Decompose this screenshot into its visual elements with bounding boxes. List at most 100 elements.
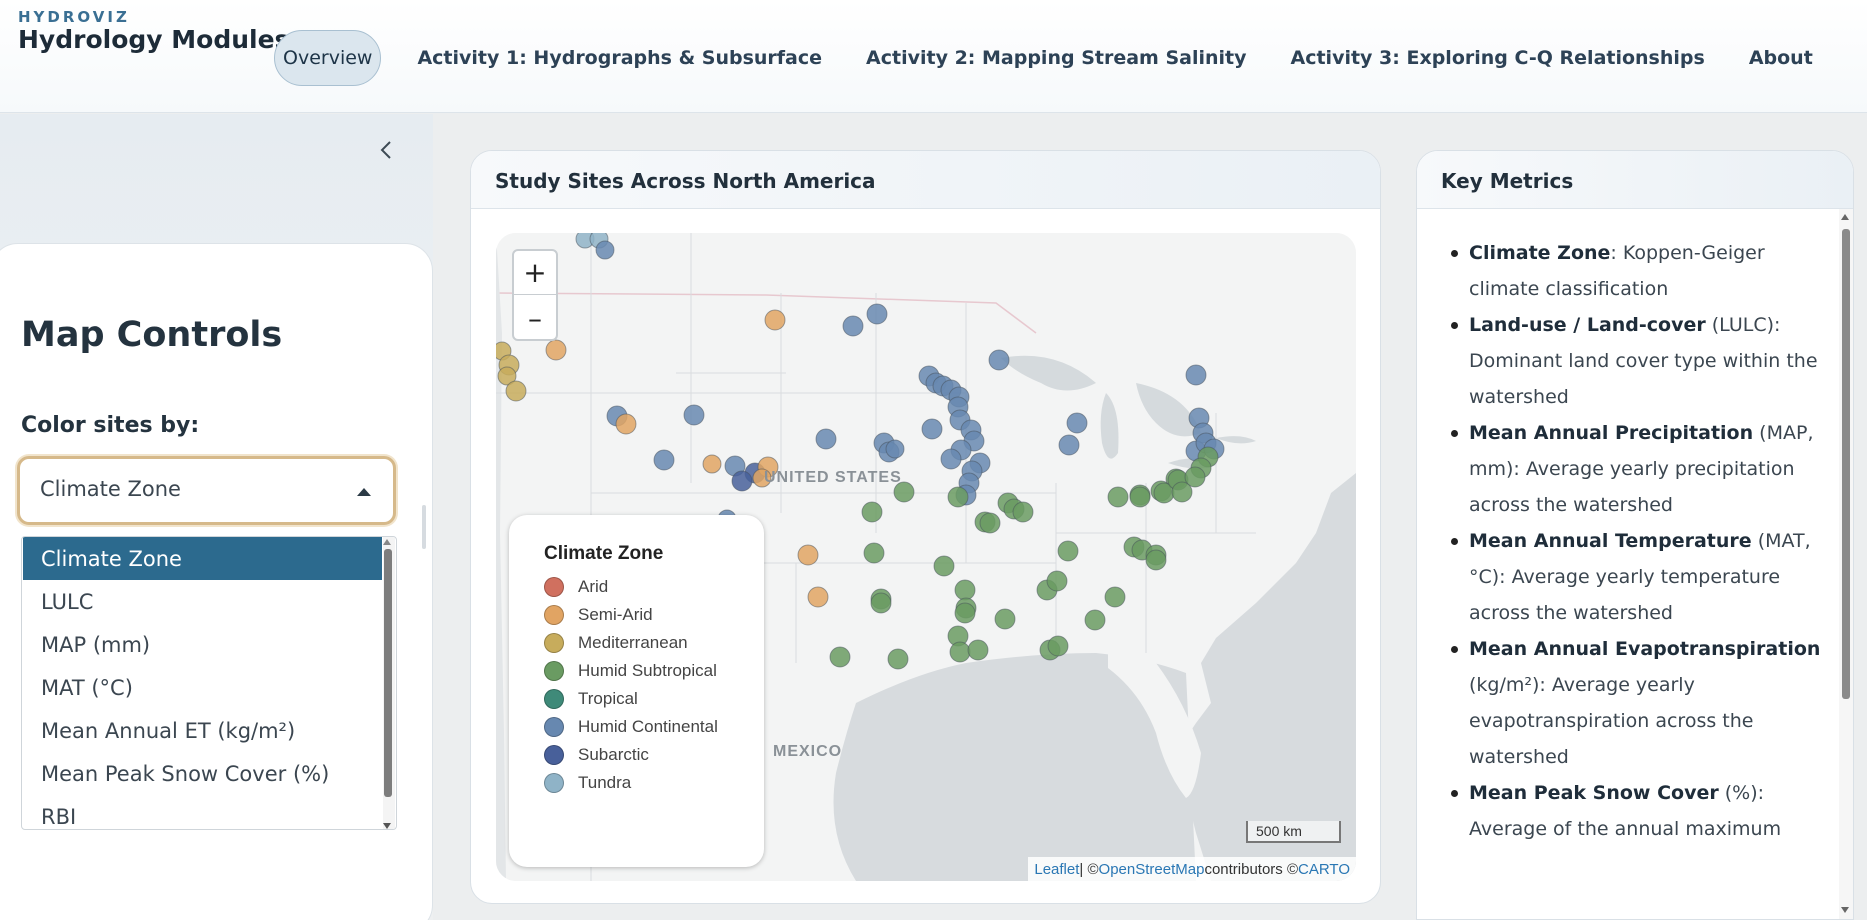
dropdown-option-et[interactable]: Mean Annual ET (kg/m²) [41, 718, 296, 743]
site-markers [496, 233, 1225, 670]
brand-kicker: HYDROVIZ [18, 8, 130, 26]
legend-label: Tundra [578, 773, 632, 792]
site-marker [947, 486, 969, 508]
site-marker [870, 592, 892, 614]
site-marker [1129, 486, 1151, 508]
legend-swatch [544, 661, 564, 681]
metrics-scroll-thumb[interactable] [1842, 229, 1850, 699]
dropdown-option-climate-zone[interactable]: Climate Zone [23, 537, 382, 580]
marker-group [496, 233, 1225, 670]
site-marker [861, 501, 883, 523]
zoom-in-button[interactable]: + [514, 251, 556, 295]
nav-about[interactable]: About [1748, 47, 1813, 69]
legend-swatch [544, 689, 564, 709]
metric-description: (MAT, °C): Average yearly temperature ac… [1469, 530, 1811, 624]
scroll-down-icon[interactable] [1841, 907, 1849, 913]
nav-overview[interactable]: Overview [274, 30, 382, 86]
metric-description: (%): Average of the annual maximum [1469, 782, 1782, 840]
site-marker [829, 646, 851, 668]
legend-item-mediterranean: Mediterranean [544, 631, 688, 655]
dropdown-option-rbi[interactable]: RBI [41, 804, 77, 829]
legend-swatch [544, 605, 564, 625]
chevron-left-icon [380, 141, 391, 159]
metric-item: Land-use / Land-cover (LULC): Dominant l… [1451, 307, 1829, 415]
dropdown-scroll-thumb[interactable] [384, 549, 392, 797]
legend-swatch [544, 633, 564, 653]
site-marker [1057, 540, 1079, 562]
scale-bar: 500 km [1246, 821, 1341, 843]
legend-swatch [544, 577, 564, 597]
site-marker [702, 454, 722, 474]
attribution-contributors: contributors © [1204, 860, 1299, 878]
legend-title: Climate Zone [544, 543, 664, 564]
scroll-up-icon[interactable] [383, 539, 391, 545]
legend-label: Humid Subtropical [578, 661, 717, 680]
site-marker [842, 315, 864, 337]
site-marker [505, 380, 527, 402]
site-marker [979, 512, 1001, 534]
dropdown-option-snow-cover[interactable]: Mean Peak Snow Cover (%) [41, 761, 330, 786]
legend-label: Humid Continental [578, 717, 718, 736]
site-marker [1058, 434, 1080, 456]
leaflet-link[interactable]: Leaflet [1034, 860, 1080, 878]
key-metrics-card: Key Metrics Climate Zone: Koppen-Geiger … [1416, 150, 1854, 920]
site-marker [815, 428, 837, 450]
metric-description: (MAP, mm): Average yearly precipitation … [1469, 422, 1814, 516]
sidebar-collapse-button[interactable] [372, 134, 400, 166]
scroll-up-icon[interactable] [1841, 214, 1849, 220]
caret-up-icon [357, 488, 371, 496]
metric-item: Climate Zone: Koppen-Geiger climate clas… [1451, 235, 1829, 307]
site-marker [595, 240, 615, 260]
site-marker [1066, 412, 1088, 434]
map-controls-title: Map Controls [21, 315, 283, 355]
map-label-us: UNITED STATES [764, 469, 902, 486]
site-marker [863, 542, 885, 564]
site-marker [1047, 635, 1069, 657]
metric-term: Mean Annual Temperature [1469, 530, 1752, 552]
site-marker [1171, 481, 1193, 503]
color-by-label: Color sites by: [21, 413, 200, 438]
site-marker [954, 602, 976, 624]
site-marker [988, 349, 1010, 371]
carto-link[interactable]: CARTO [1298, 860, 1350, 878]
osm-link[interactable]: OpenStreetMap [1098, 860, 1205, 878]
nav-activity-3[interactable]: Activity 3: Exploring C-Q Relationships [1290, 47, 1705, 69]
color-by-select[interactable]: Climate Zone [17, 456, 396, 525]
site-map[interactable]: UNITED STATES MEXICO + – Climate Zone Ar… [496, 233, 1356, 881]
legend-swatch [544, 745, 564, 765]
site-marker [497, 366, 517, 386]
dropdown-scrollbar[interactable] [383, 537, 395, 829]
legend-label: Mediterranean [578, 633, 688, 652]
site-marker [949, 641, 971, 663]
metric-term: Mean Annual Precipitation [1469, 422, 1754, 444]
dropdown-option-map[interactable]: MAP (mm) [41, 632, 151, 657]
site-marker [653, 449, 675, 471]
site-marker [933, 555, 955, 577]
site-marker [545, 339, 567, 361]
dropdown-option-mat[interactable]: MAT (°C) [41, 675, 133, 700]
dropdown-option-lulc[interactable]: LULC [41, 589, 94, 614]
color-by-dropdown: Climate Zone LULC MAP (mm) MAT (°C) Mean… [21, 536, 397, 830]
nav-activity-2[interactable]: Activity 2: Mapping Stream Salinity [866, 47, 1247, 69]
legend-label: Tropical [578, 689, 638, 708]
legend-swatch [544, 773, 564, 793]
color-by-select-value: Climate Zone [40, 477, 181, 501]
legend-item-tropical: Tropical [544, 687, 638, 711]
legend-label: Subarctic [578, 745, 649, 764]
legend-item-semi-arid: Semi-Arid [544, 603, 653, 627]
site-marker [940, 448, 962, 470]
site-marker [1107, 486, 1129, 508]
zoom-out-button[interactable]: – [528, 301, 542, 335]
legend-label: Semi-Arid [578, 605, 653, 624]
brand-title[interactable]: Hydrology Modules [18, 25, 290, 54]
site-marker [807, 586, 829, 608]
site-marker [866, 303, 888, 325]
nav-activity-1[interactable]: Activity 1: Hydrographs & Subsurface [417, 47, 823, 69]
scroll-down-icon[interactable] [383, 823, 391, 829]
site-marker [1145, 549, 1167, 571]
site-marker [1012, 501, 1034, 523]
legend-item-humid-subtropical: Humid Subtropical [544, 659, 717, 683]
legend-swatch [544, 717, 564, 737]
sidebar-resize-handle[interactable] [422, 505, 426, 549]
site-marker [921, 418, 943, 440]
